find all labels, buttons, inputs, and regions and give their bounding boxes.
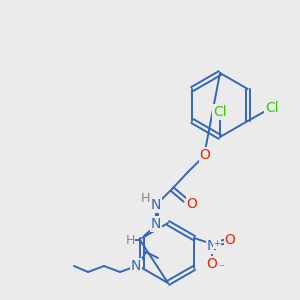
Text: Cl: Cl [213, 105, 227, 119]
Text: +: + [214, 239, 220, 248]
Text: N: N [207, 239, 217, 253]
Text: O: O [200, 148, 210, 162]
Text: N: N [151, 198, 161, 212]
Text: Cl: Cl [265, 101, 278, 115]
Text: N: N [151, 217, 161, 231]
Text: ⁻: ⁻ [218, 263, 224, 273]
Text: N: N [131, 259, 141, 273]
Text: O: O [206, 257, 218, 271]
Text: H: H [125, 233, 135, 247]
Text: O: O [224, 233, 236, 247]
Text: H: H [140, 193, 150, 206]
Text: O: O [187, 197, 197, 211]
